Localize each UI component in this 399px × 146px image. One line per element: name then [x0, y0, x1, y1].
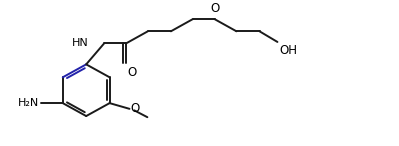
Text: HN: HN [72, 38, 89, 48]
Text: H₂N: H₂N [18, 98, 39, 108]
Text: O: O [130, 102, 140, 115]
Text: OH: OH [279, 44, 297, 57]
Text: O: O [210, 2, 219, 15]
Text: O: O [127, 66, 136, 79]
